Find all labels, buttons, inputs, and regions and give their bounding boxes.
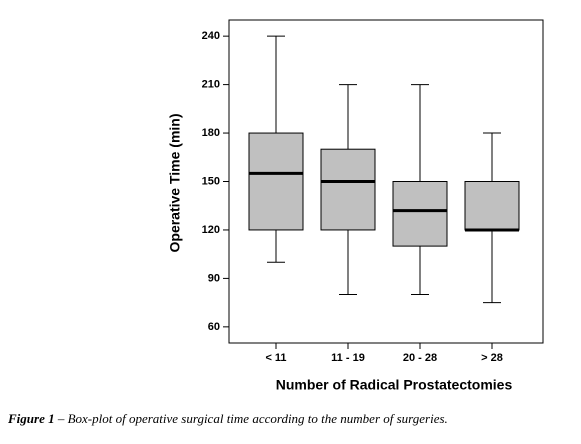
caption-label: Figure 1	[8, 411, 55, 426]
y-axis-title: Operative Time (min)	[167, 113, 183, 252]
box	[320, 148, 376, 231]
x-tick-label: 11 - 19	[331, 352, 365, 364]
x-tick-label: < 11	[265, 352, 286, 364]
y-tick-label: 240	[202, 30, 220, 42]
caption: Figure 1 – Box-plot of operative surgica…	[8, 411, 448, 427]
caption-text: – Box-plot of operative surgical time ac…	[57, 411, 448, 426]
chart: Operative Time (min) Number of Radical P…	[167, 19, 544, 393]
y-tick-label: 180	[202, 127, 220, 139]
box	[248, 132, 304, 231]
x-axis-title: Number of Radical Prostatectomies	[276, 377, 513, 393]
x-tick-label: 20 - 28	[403, 352, 437, 364]
y-tick-label: 210	[202, 79, 220, 91]
x-tick-label: > 28	[481, 352, 503, 364]
y-tick-label: 90	[208, 272, 220, 284]
box	[464, 181, 520, 231]
y-tick-label: 120	[202, 224, 220, 236]
y-tick-label: 60	[208, 321, 220, 333]
y-tick-label: 150	[202, 175, 220, 187]
box	[392, 181, 448, 247]
